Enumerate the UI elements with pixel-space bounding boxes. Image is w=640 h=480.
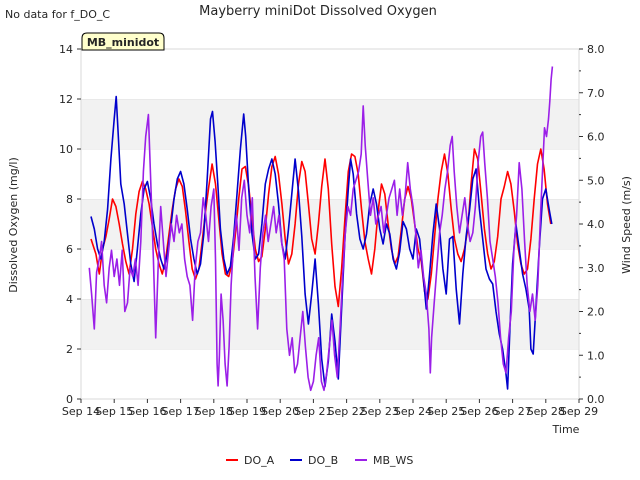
y-left-tick-label: 6 bbox=[66, 243, 73, 256]
y-axis-right-label: Wind Speed (m/s) bbox=[620, 176, 633, 274]
x-tick-label: Sep 22 bbox=[327, 405, 365, 418]
station-badge-label: MB_minidot bbox=[87, 36, 159, 49]
y-axis-left-label: Dissolved Oxygen (mg/l) bbox=[7, 157, 20, 292]
grid-band bbox=[81, 49, 579, 99]
y-right-tick-label: 0.0 bbox=[587, 393, 605, 406]
x-tick-label: Sep 15 bbox=[95, 405, 133, 418]
station-badge: MB_minidot bbox=[81, 32, 165, 51]
chart-title: Mayberry miniDot Dissolved Oxygen bbox=[199, 4, 437, 19]
legend: DO_A DO_B MB_WS bbox=[226, 454, 413, 467]
x-tick-label: Sep 26 bbox=[460, 405, 498, 418]
x-tick-label: Sep 19 bbox=[228, 405, 266, 418]
series-layer bbox=[88, 66, 554, 392]
y-right-tick-label: 1.0 bbox=[587, 349, 605, 362]
no-data-note: No data for f_DO_C bbox=[5, 8, 110, 21]
x-tick-label: Sep 14 bbox=[62, 405, 100, 418]
y-right-tick-label: 2.0 bbox=[587, 306, 605, 319]
x-tick-label: Sep 21 bbox=[294, 405, 332, 418]
y-right-tick-label: 6.0 bbox=[587, 131, 605, 144]
x-tick-label: Sep 18 bbox=[195, 405, 233, 418]
x-tick-label: Sep 20 bbox=[261, 405, 299, 418]
y-right-tick-label: 7.0 bbox=[587, 87, 605, 100]
y-left-tick-label: 4 bbox=[66, 293, 73, 306]
grid-band bbox=[81, 99, 579, 149]
x-tick-label: Sep 28 bbox=[527, 405, 565, 418]
y-left-tick-label: 14 bbox=[59, 43, 73, 56]
y-left-tick-label: 10 bbox=[59, 143, 73, 156]
y-axis-right: 0.0 1.0 2.0 3.0 4.0 5.0 6.0 7.0 8.0 bbox=[579, 43, 605, 406]
x-tick-label: Sep 23 bbox=[361, 405, 399, 418]
legend-label: MB_WS bbox=[373, 454, 413, 467]
grid-band bbox=[81, 249, 579, 299]
series-line-do-b bbox=[90, 95, 553, 390]
x-tick-label: Sep 25 bbox=[427, 405, 465, 418]
x-tick-label: Sep 27 bbox=[493, 405, 531, 418]
y-right-tick-label: 8.0 bbox=[587, 43, 605, 56]
legend-label: DO_B bbox=[308, 454, 338, 467]
x-tick-label: Sep 17 bbox=[161, 405, 199, 418]
series-line-mb-ws bbox=[88, 66, 554, 392]
y-left-tick-label: 2 bbox=[66, 343, 73, 356]
grid-band bbox=[81, 149, 579, 199]
x-tick-label: Sep 16 bbox=[128, 405, 166, 418]
legend-label: DO_A bbox=[244, 454, 275, 467]
grid-band bbox=[81, 349, 579, 399]
x-axis-label: Time bbox=[552, 423, 580, 436]
series-line-do-a bbox=[90, 148, 552, 308]
y-right-tick-label: 4.0 bbox=[587, 218, 605, 231]
y-left-tick-label: 0 bbox=[66, 393, 73, 406]
y-left-tick-label: 8 bbox=[66, 193, 73, 206]
y-axis-left: 0 2 4 6 8 10 12 14 bbox=[59, 43, 81, 406]
y-right-tick-label: 3.0 bbox=[587, 262, 605, 275]
x-tick-label: Sep 24 bbox=[394, 405, 432, 418]
y-left-tick-label: 12 bbox=[59, 93, 73, 106]
x-tick-label: Sep 29 bbox=[560, 405, 598, 418]
y-right-tick-label: 5.0 bbox=[587, 174, 605, 187]
